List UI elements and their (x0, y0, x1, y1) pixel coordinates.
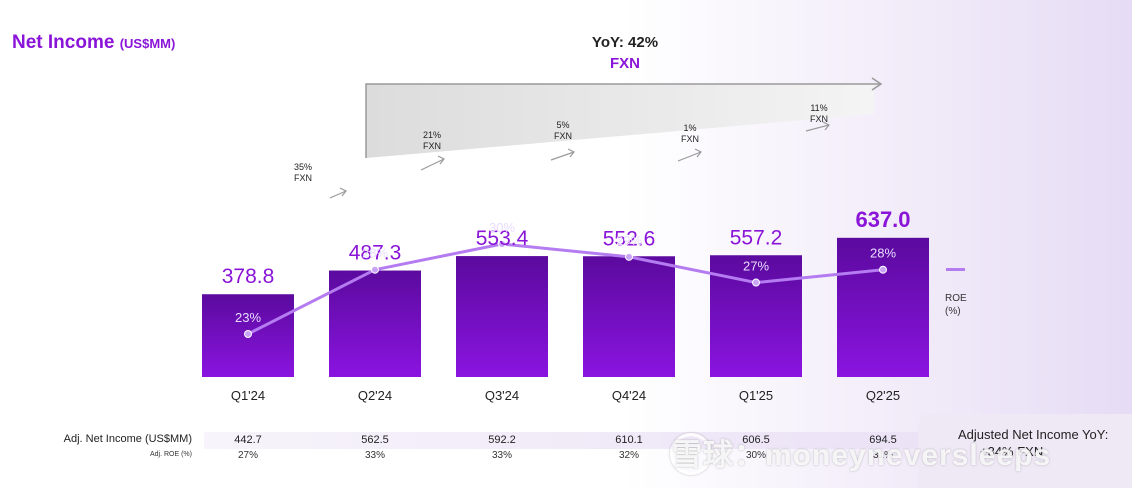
bar (837, 237, 929, 377)
roe-point (752, 278, 760, 287)
yoy-callout: YoY: 42% FXN (540, 34, 710, 72)
net-income-chart: 378.8 Q1'24 487.3 Q2'24 553.4 Q3'24 552.6 Q4'24… (202, 77, 967, 403)
roe-value-label: 30% (489, 220, 515, 235)
roe-value-label: 27% (743, 259, 769, 274)
yoy-bracket-arrowhead (871, 77, 883, 91)
growth-arrow (677, 151, 702, 162)
growth-unit-label: FXN (294, 173, 312, 183)
adj-roe-value: 31% (872, 450, 893, 461)
adj-roe-value: 33% (491, 450, 512, 461)
adj-roe-value: 27% (237, 450, 258, 461)
roe-point (879, 265, 887, 274)
growth-pct-label: 21% (423, 130, 441, 140)
adj-roe-value: 32% (618, 450, 639, 461)
adjusted-yoy-box: Adjusted Net Income YoY: +34% FXN (918, 414, 1132, 488)
roe-value-label: 28% (362, 246, 388, 261)
legend-roe-unit: (%) (945, 306, 961, 317)
yoy-bracket-fill (366, 84, 874, 158)
yoy-sub: FXN (610, 55, 640, 72)
growth-arrowhead (694, 148, 702, 158)
x-tick-label: Q2'25 (866, 388, 900, 403)
page-title: Net Income (US$MM) (12, 32, 175, 54)
growth-arrowhead (822, 121, 830, 131)
growth-arrowhead (567, 148, 575, 158)
roe-value-label: 23% (235, 310, 261, 325)
roe-point (244, 330, 252, 338)
bar-value-label: 557.2 (730, 226, 783, 249)
title-text: Net Income (12, 32, 115, 53)
growth-pct-label: 5% (556, 120, 569, 130)
legend-roe-label: ROE (945, 293, 967, 304)
adj-roe-value: 33% (364, 450, 385, 461)
watermark-icon (670, 433, 712, 475)
adj-roe-value: 30% (745, 450, 766, 461)
growth-unit-label: FXN (810, 114, 828, 124)
bar-value-label: 553.4 (476, 227, 529, 250)
roe-line (247, 242, 884, 336)
x-tick-label: Q3'24 (485, 388, 519, 403)
growth-unit-label: FXN (681, 134, 699, 144)
roe-point (625, 252, 633, 261)
growth-arrowhead (339, 187, 347, 197)
growth-pct-label: 11% (810, 103, 827, 113)
growth-arrowhead (437, 155, 445, 165)
roe-value-label: 28% (870, 246, 896, 261)
bar (456, 256, 548, 377)
adjusted-row-band (204, 432, 930, 449)
adj-net-income-value: 592.2 (488, 434, 516, 446)
bar (329, 270, 421, 377)
title-unit: (US$MM) (119, 36, 176, 51)
bar-value-label: 378.8 (222, 265, 275, 288)
roe-value-label: 29% (616, 233, 642, 248)
adj-net-income-label: Adj. Net Income (US$MM) (63, 433, 192, 445)
x-tick-label: Q2'24 (358, 388, 392, 403)
x-tick-label: Q1'25 (739, 388, 773, 403)
bar-value-label: 637.0 (855, 207, 910, 232)
bar-value-label: 552.6 (603, 227, 656, 250)
x-tick-label: Q1'24 (231, 388, 265, 403)
growth-arrow (550, 151, 575, 161)
adjusted-yoy-title: Adjusted Net Income YoY: (958, 427, 1109, 442)
adj-roe-label: Adj. ROE (%) (149, 451, 192, 458)
legend-roe-swatch (946, 268, 965, 271)
growth-arrow (420, 158, 445, 171)
growth-unit-label: FXN (423, 141, 441, 151)
adj-net-income-value: 606.5 (742, 434, 770, 446)
x-tick-label: Q4'24 (612, 388, 646, 403)
roe-point (371, 265, 379, 274)
growth-arrow (805, 124, 830, 132)
roe-point (498, 239, 506, 248)
growth-pct-label: 35% (294, 162, 312, 172)
adj-net-income-value: 562.5 (361, 434, 389, 446)
adj-net-income-value: 442.7 (234, 434, 262, 446)
yoy-label: YoY: 42% (591, 34, 659, 51)
adjusted-yoy-value: +34% FXN (980, 444, 1044, 459)
adj-net-income-value: 694.5 (869, 434, 897, 446)
watermark-text: 雪球：moneyneversleeps (672, 439, 1052, 472)
bar (583, 256, 675, 377)
yoy-bracket-line (365, 83, 880, 158)
growth-pct-label: 1% (683, 123, 696, 133)
growth-unit-label: FXN (554, 131, 572, 141)
growth-arrow (329, 190, 347, 199)
bar-value-label: 487.3 (349, 242, 402, 265)
adj-net-income-value: 610.1 (615, 434, 643, 446)
